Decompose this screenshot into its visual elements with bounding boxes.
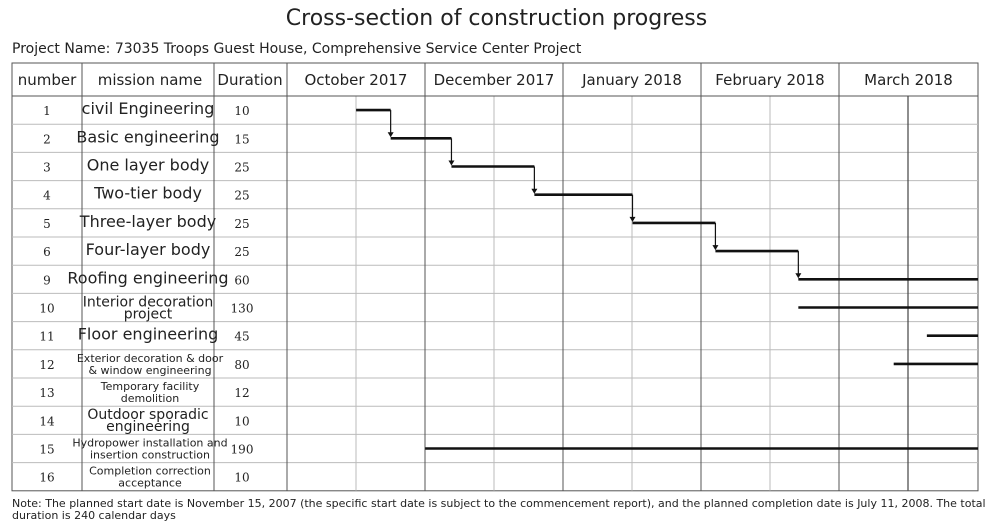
task-duration: 130 [231, 302, 254, 316]
task-name: engineering [106, 419, 190, 435]
task-name: One layer body [87, 156, 209, 175]
dependency-arrow [712, 245, 719, 251]
task-name: Hydropower installation and [72, 436, 227, 449]
table-frame [11, 62, 979, 492]
task-name: Two-tier body [93, 184, 202, 203]
task-name: Exterior decoration & door [77, 352, 224, 365]
dependency-arrow [387, 132, 394, 138]
task-name: Temporary facility [100, 380, 200, 393]
project-name: Project Name: 73035 Troops Guest House, … [12, 41, 582, 57]
task-name: demolition [121, 392, 179, 405]
task-name: & window engineering [88, 364, 211, 377]
task-name: insertion construction [90, 448, 210, 461]
task-name: Basic engineering [76, 127, 219, 146]
task-duration: 25 [234, 245, 249, 259]
month-label: October 2017 [305, 71, 408, 89]
task-number: 16 [39, 471, 54, 485]
task-duration: 12 [234, 386, 249, 400]
task-duration: 45 [234, 330, 249, 344]
task-number: 11 [39, 330, 54, 344]
task-number: 15 [39, 443, 54, 457]
dependency-arrow [629, 216, 636, 222]
task-name: Completion correction [89, 465, 211, 478]
task-name: Three-layer body [79, 212, 216, 231]
task-number: 5 [43, 217, 51, 231]
task-number: 3 [43, 161, 51, 175]
task-name: Outdoor sporadic [87, 407, 208, 423]
task-name: Floor engineering [78, 325, 219, 344]
task-number: 14 [39, 414, 55, 428]
task-name: Interior decoration [83, 294, 213, 310]
task-number: 12 [39, 358, 54, 372]
task-number: 9 [43, 273, 51, 287]
task-number: 10 [39, 302, 54, 316]
task-name: Roofing engineering [67, 268, 228, 287]
task-duration: 25 [234, 189, 249, 203]
task-name: acceptance [118, 477, 182, 490]
month-label: January 2018 [581, 71, 682, 89]
chart-title: Cross-section of construction progress [285, 6, 708, 31]
task-duration: 25 [234, 161, 249, 175]
task-name: project [124, 306, 173, 322]
task-duration: 10 [234, 414, 249, 428]
task-number: 2 [43, 132, 51, 146]
task-duration: 80 [234, 358, 249, 372]
dependency-arrow [448, 160, 455, 166]
task-duration: 25 [234, 217, 249, 231]
month-label: March 2018 [864, 71, 953, 89]
task-number: 13 [39, 386, 54, 400]
footnote: Note: The planned start date is November… [12, 497, 986, 522]
header-duration: Duration [217, 71, 282, 89]
task-duration: 10 [234, 471, 249, 485]
task-name: Four-layer body [86, 240, 211, 259]
header-number: number [18, 71, 77, 89]
dependency-arrow [531, 188, 538, 194]
task-duration: 190 [231, 443, 254, 457]
task-number: 4 [43, 189, 51, 203]
task-name: civil Engineering [82, 99, 215, 118]
month-label: December 2017 [434, 71, 555, 89]
task-duration: 60 [234, 273, 249, 287]
task-number: 1 [43, 104, 51, 118]
task-duration: 10 [234, 104, 249, 118]
month-label: February 2018 [715, 71, 824, 89]
task-duration: 15 [234, 132, 249, 146]
dependency-arrow [795, 273, 802, 279]
task-number: 6 [43, 245, 51, 259]
header-mission-name: mission name [98, 71, 203, 89]
